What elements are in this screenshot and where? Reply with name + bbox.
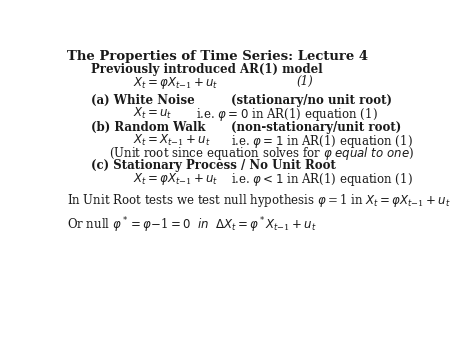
Text: (c) Stationary Process / No Unit Root: (c) Stationary Process / No Unit Root [91, 159, 336, 172]
Text: $X_t = X_{t\mathregular{-1}} + u_t$: $X_t = X_{t\mathregular{-1}} + u_t$ [133, 133, 211, 148]
Text: $X_t = u_t$: $X_t = u_t$ [133, 105, 172, 121]
Text: (Unit root since equation solves for $\varphi$ $\it{equal\ to\ one}$): (Unit root since equation solves for $\v… [108, 145, 414, 162]
Text: (a) White Noise: (a) White Noise [91, 94, 195, 107]
Text: Or null $\varphi^* = \varphi\mathregular{-1} = 0$  $\it{in}$  $\Delta X_t = \var: Or null $\varphi^* = \varphi\mathregular… [67, 215, 316, 235]
Text: (non-stationary/unit root): (non-stationary/unit root) [230, 121, 401, 134]
Text: Previously introduced AR(1) model: Previously introduced AR(1) model [91, 63, 323, 76]
Text: i.e. $\varphi = 0$ in AR(1) equation (1): i.e. $\varphi = 0$ in AR(1) equation (1) [196, 105, 378, 123]
Text: The Properties of Time Series: Lecture 4: The Properties of Time Series: Lecture 4 [67, 50, 368, 63]
Text: $X_t = \varphi X_{t\mathregular{-1}} + u_t$: $X_t = \varphi X_{t\mathregular{-1}} + u… [133, 75, 218, 91]
Text: i.e. $\varphi < 1$ in AR(1) equation (1): i.e. $\varphi < 1$ in AR(1) equation (1) [230, 171, 412, 188]
Text: (stationary/no unit root): (stationary/no unit root) [230, 94, 392, 107]
Text: In Unit Root tests we test null hypothesis $\varphi\mathregular{=1}$ in $X_t = \: In Unit Root tests we test null hypothes… [67, 192, 450, 209]
Text: (b) Random Walk: (b) Random Walk [91, 121, 206, 134]
Text: i.e. $\varphi = 1$ in AR(1) equation (1): i.e. $\varphi = 1$ in AR(1) equation (1) [230, 133, 412, 150]
Text: $X_t = \varphi X_{t\mathregular{-1}} + u_t$: $X_t = \varphi X_{t\mathregular{-1}} + u… [133, 171, 218, 187]
Text: (1): (1) [297, 75, 314, 88]
